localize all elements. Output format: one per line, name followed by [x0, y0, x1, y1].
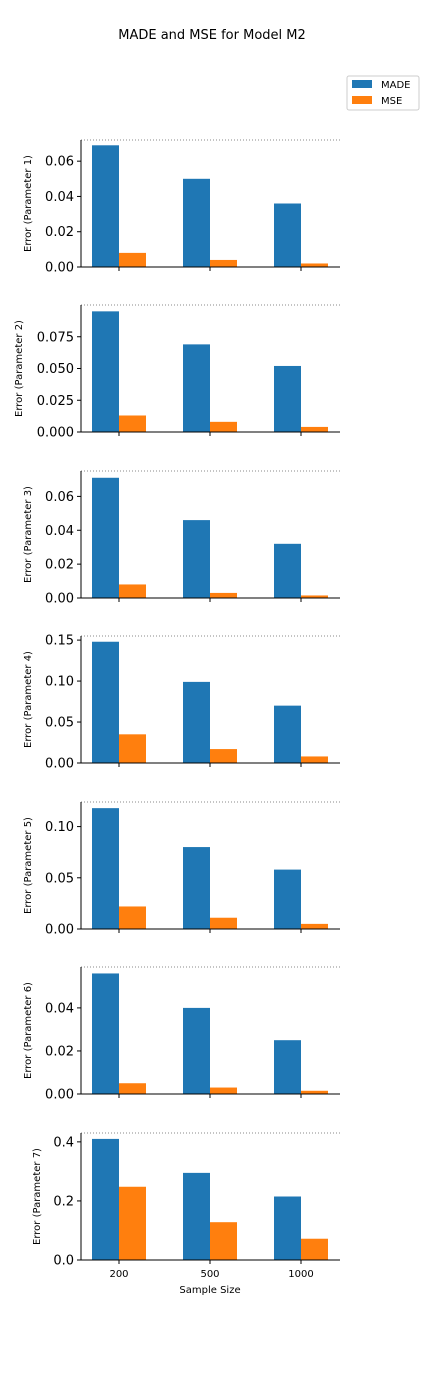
panel-4-bar-made-1000	[274, 705, 301, 763]
legend-label-mse: MSE	[381, 96, 402, 107]
x-tick-label-1000: 1000	[288, 1269, 313, 1280]
panel-4-bar-mse-1000	[301, 756, 328, 763]
panel-6-y-tick-label-2: 0.04	[45, 1001, 74, 1016]
panel-3-bar-mse-1000	[301, 595, 328, 598]
panel-4-bar-mse-500	[210, 749, 237, 763]
legend-swatch-made	[352, 80, 372, 88]
panel-7-bar-mse-200	[119, 1186, 146, 1260]
panel-6-bar-mse-1000	[301, 1090, 328, 1094]
panel-2-bar-mse-500	[210, 421, 237, 432]
panel-4-y-tick-label-1: 0.05	[45, 716, 74, 731]
panel-3-y-tick-label-3: 0.06	[45, 490, 74, 505]
panel-2-y-tick-label-1: 0.025	[37, 394, 74, 409]
panel-6-bar-mse-500	[210, 1087, 237, 1094]
panel-1-bar-made-1000	[274, 203, 301, 267]
panel-5-bar-made-1000	[274, 869, 301, 929]
panel-1-y-tick-label-1: 0.02	[45, 225, 74, 240]
panel-4-bar-mse-200	[119, 734, 146, 763]
panel-5-y-tick-label-2: 0.10	[45, 820, 74, 835]
panel-3-y-tick-label-0: 0.00	[45, 592, 74, 607]
panel-1-y-tick-label-3: 0.06	[45, 155, 74, 170]
panel-2-y-axis-label: Error (Parameter 2)	[14, 320, 25, 417]
panel-6-bar-made-500	[183, 1007, 210, 1094]
panel-2-bar-made-200	[92, 311, 119, 432]
panel-6-bar-made-1000	[274, 1040, 301, 1094]
panel-4-bar-made-200	[92, 641, 119, 763]
panel-5-y-tick-label-0: 0.00	[45, 923, 74, 938]
panel-3-y-tick-label-1: 0.02	[45, 558, 74, 573]
panel-7-bar-mse-500	[210, 1222, 237, 1260]
panel-4-y-tick-label-3: 0.15	[45, 634, 74, 649]
panel-5-bar-made-500	[183, 847, 210, 929]
panel-7-y-tick-label-2: 0.4	[53, 1135, 74, 1150]
x-tick-label-500: 500	[200, 1269, 219, 1280]
figure-title: MADE and MSE for Model M2	[118, 28, 306, 43]
panel-2-y-tick-label-3: 0.075	[37, 330, 74, 345]
panel-4-y-axis-label: Error (Parameter 4)	[23, 651, 34, 748]
panel-1-y-tick-label-2: 0.04	[45, 190, 74, 205]
legend-label-made: MADE	[381, 80, 411, 91]
panel-7-y-tick-label-0: 0.0	[53, 1254, 74, 1269]
legend-swatch-mse	[352, 96, 372, 104]
panel-3-bar-made-500	[183, 520, 210, 598]
panel-2-bar-mse-200	[119, 415, 146, 432]
panel-5-bar-mse-200	[119, 906, 146, 929]
panel-6-y-axis-label: Error (Parameter 6)	[23, 982, 34, 1079]
panel-4-bar-made-500	[183, 681, 210, 763]
x-axis-label: Sample Size	[179, 1285, 240, 1296]
panel-1-y-axis-label: Error (Parameter 1)	[23, 155, 34, 252]
panel-2-bar-mse-1000	[301, 426, 328, 432]
panel-4-y-tick-label-0: 0.00	[45, 757, 74, 772]
panel-5-bar-mse-500	[210, 917, 237, 929]
panel-3-bar-mse-200	[119, 584, 146, 598]
panel-2-y-tick-label-2: 0.050	[37, 362, 74, 377]
panel-3-bar-made-1000	[274, 543, 301, 598]
x-tick-label-200: 200	[109, 1269, 128, 1280]
panel-3-y-tick-label-2: 0.04	[45, 524, 74, 539]
panel-1-bar-mse-500	[210, 259, 237, 267]
panel-7-bar-made-200	[92, 1138, 119, 1260]
panel-7-y-tick-label-1: 0.2	[53, 1194, 74, 1209]
panel-1-bar-made-200	[92, 145, 119, 267]
panel-7-y-axis-label: Error (Parameter 7)	[32, 1148, 43, 1245]
panel-6-bar-made-200	[92, 973, 119, 1094]
panel-6-y-tick-label-1: 0.02	[45, 1044, 74, 1059]
panel-5-bar-mse-1000	[301, 923, 328, 929]
panel-7-bar-made-500	[183, 1172, 210, 1260]
panel-3-y-axis-label: Error (Parameter 3)	[23, 486, 34, 583]
panel-2-y-tick-label-0: 0.000	[37, 426, 74, 441]
panel-1-bar-mse-1000	[301, 263, 328, 267]
panel-6-bar-mse-200	[119, 1083, 146, 1094]
panel-2-bar-made-500	[183, 344, 210, 432]
panel-2-bar-made-1000	[274, 365, 301, 432]
panel-3-bar-mse-500	[210, 592, 237, 598]
panel-6-y-tick-label-0: 0.00	[45, 1088, 74, 1103]
panel-5-y-axis-label: Error (Parameter 5)	[23, 817, 34, 914]
panel-7-bar-made-1000	[274, 1196, 301, 1260]
panel-5-y-tick-label-1: 0.05	[45, 871, 74, 886]
panel-4-y-tick-label-2: 0.10	[45, 675, 74, 690]
panel-1-bar-made-500	[183, 178, 210, 267]
panel-1-bar-mse-200	[119, 252, 146, 267]
panel-1-y-tick-label-0: 0.00	[45, 261, 74, 276]
panel-5-bar-made-200	[92, 808, 119, 929]
panel-7-bar-mse-1000	[301, 1238, 328, 1260]
panel-3-bar-made-200	[92, 477, 119, 598]
legend: MADE MSE	[346, 75, 420, 111]
